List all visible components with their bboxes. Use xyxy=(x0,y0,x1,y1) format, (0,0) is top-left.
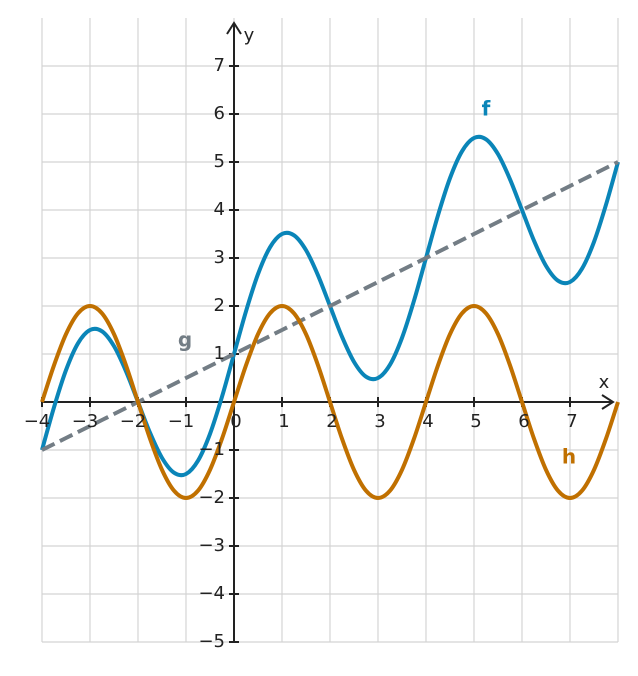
grid xyxy=(41,18,619,643)
x-tick-label: 0 xyxy=(230,411,241,432)
y-tick-label: 3 xyxy=(214,247,225,268)
y-tick-label: 2 xyxy=(214,295,225,316)
x-tick-label: −2 xyxy=(120,411,147,432)
y-axis-label: y xyxy=(244,25,255,46)
series-label: g xyxy=(178,328,192,352)
y-axis-arrow xyxy=(226,21,242,35)
x-tick-label: 4 xyxy=(422,411,433,432)
y-tick-label: −3 xyxy=(198,535,225,556)
series-label: f xyxy=(482,97,491,121)
y-tick-label: 7 xyxy=(214,55,225,76)
y-tick-label: −4 xyxy=(198,583,225,604)
y-tick-label: 1 xyxy=(214,343,225,364)
axes xyxy=(41,21,615,643)
x-tick-label: 7 xyxy=(566,411,577,432)
y-tick-label: −1 xyxy=(198,439,225,460)
y-tick-label: 4 xyxy=(214,199,225,220)
x-tick-label: −3 xyxy=(72,411,99,432)
x-tick-label: 1 xyxy=(278,411,289,432)
x-tick-label: 2 xyxy=(326,411,337,432)
y-tick-label: 5 xyxy=(214,151,225,172)
y-tick-label: −5 xyxy=(198,631,225,652)
series-line xyxy=(40,303,620,501)
x-axis-arrow xyxy=(601,394,615,410)
x-tick-label: 5 xyxy=(470,411,481,432)
lines xyxy=(40,134,620,501)
x-tick-label: 3 xyxy=(374,411,385,432)
y-tick-label: −2 xyxy=(198,487,225,508)
x-axis-label: x xyxy=(599,372,610,393)
x-tick-label: 6 xyxy=(518,411,529,432)
series-label: h xyxy=(562,445,576,469)
y-tick-label: 6 xyxy=(214,103,225,124)
x-tick-label: −4 xyxy=(24,411,51,432)
x-tick-label: −1 xyxy=(168,411,195,432)
